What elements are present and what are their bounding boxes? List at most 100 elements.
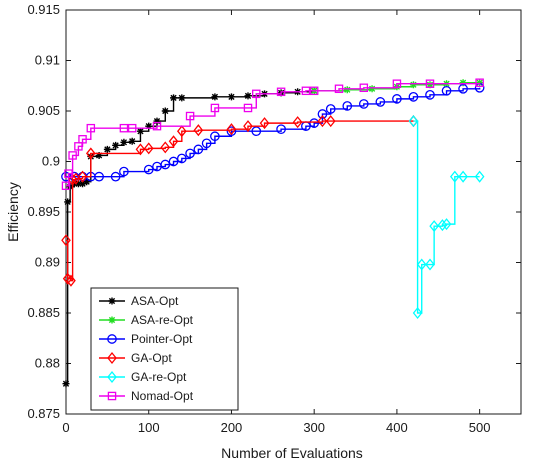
data-point-ga-opt [168,135,179,148]
data-point-asa-opt [145,122,153,130]
data-point-ga-re-opt [412,306,423,320]
data-point-pointer-opt [358,99,369,109]
data-point-nomad-opt [475,78,484,87]
data-point-asa-opt [244,92,252,100]
data-point-asa-opt [79,180,87,188]
data-point-ga-re-opt [416,258,427,271]
legend-item-nomad-opt: Nomad-Opt [99,389,194,403]
data-point-pointer-opt [309,118,320,128]
data-point-nomad-opt [185,111,195,121]
data-point-ga-re-opt [441,218,452,231]
data-point-ga-re-opt [437,219,448,232]
data-point-pointer-opt [408,92,419,102]
data-point-pointer-opt [143,164,154,175]
data-point-asa-opt [211,93,219,101]
data-point-ga-re-opt [425,258,435,271]
data-point-ga-opt [61,234,71,247]
data-point-asa-opt [74,180,82,188]
series-layer [61,78,485,388]
data-point-ga-opt [66,274,76,287]
legend-marker [107,391,117,401]
y-tick-label: 0.905 [27,103,60,118]
data-point-nomad-opt [276,87,286,97]
data-point-nomad-opt [392,79,402,88]
data-point-nomad-opt [61,181,71,190]
data-point-pointer-opt [317,109,328,119]
data-point-asa-opt [161,107,169,115]
data-point-asa-re-opt [426,81,434,89]
data-point-ga-re-opt [429,220,439,233]
data-point-pointer-opt [226,126,237,137]
data-point-nomad-opt [119,123,129,133]
legend: ASA-Opt ASA-re-Opt Pointer-Opt GA-Opt GA-re-… [90,287,239,411]
legend-item-ga-re-opt: GA-re-Opt [99,370,187,384]
series-nomad-opt [61,78,484,190]
legend-box [90,287,239,411]
data-point-nomad-opt [86,123,96,133]
data-point-ga-opt [176,125,187,138]
data-point-asa-opt [170,94,178,102]
axis-ticks: 0 100 200 300 400 500 0.875 0.88 0.885 0.89 0.895 0… [27,2,521,435]
series-pointer-opt [61,82,485,182]
legend-marker [108,316,116,324]
y-tick-label: 0.88 [35,356,60,371]
data-point-ga-opt [317,115,328,128]
series-asa-opt [62,87,318,388]
data-point-asa-re-opt [409,81,417,89]
data-point-asa-opt [128,137,136,145]
data-point-pointer-opt [160,159,171,170]
data-point-pointer-opt [458,83,468,94]
data-point-pointer-opt [110,171,121,182]
data-point-nomad-opt [68,151,77,160]
x-tick-label: 200 [221,420,243,435]
legend-marker [107,370,117,384]
legend-marker [107,334,117,344]
data-point-asa-re-opt [459,79,467,87]
y-tick-label: 0.885 [27,305,60,320]
x-tick-label: 500 [469,420,491,435]
legend-item-ga-opt: GA-Opt [99,351,172,365]
data-point-nomad-opt [301,86,311,96]
y-tick-label: 0.89 [35,255,60,270]
data-point-pointer-opt [119,166,129,177]
x-tick-label: 0 [62,420,69,435]
data-point-pointer-opt [185,148,195,159]
data-point-ga-opt [67,173,78,186]
data-point-asa-opt [153,117,161,125]
data-point-nomad-opt [334,84,344,94]
x-axis-label: Number of Evaluations [221,445,363,461]
data-point-pointer-opt [193,144,204,155]
data-point-ga-opt [243,120,253,133]
data-point-ga-re-opt [474,170,485,183]
legend-marker [108,297,116,305]
data-point-asa-opt [112,141,120,149]
data-point-asa-re-opt [368,85,376,93]
x-tick-label: 300 [303,420,325,435]
legend-item-asa-opt: ASA-Opt [99,294,179,308]
legend-label: Pointer-Opt [131,332,193,346]
legend-label: GA-Opt [131,351,172,365]
data-point-nomad-opt [210,103,220,113]
legend-label: ASA-Opt [131,294,179,308]
y-axis-label: Efficiency [5,182,21,242]
data-point-nomad-opt [425,79,435,88]
data-point-ga-re-opt [458,170,468,183]
data-point-asa-opt [83,178,91,186]
x-tick-label: 100 [138,420,160,435]
legend-marker [107,351,117,365]
data-point-ga-opt [226,123,237,136]
data-point-nomad-opt [243,103,253,113]
data-point-nomad-opt [309,86,319,96]
y-tick-label: 0.915 [27,2,60,17]
data-point-pointer-opt [276,124,286,135]
data-point-pointer-opt [425,89,435,100]
y-tick-label: 0.91 [35,53,60,68]
data-point-ga-opt [143,142,154,155]
data-point-pointer-opt [210,131,220,142]
data-point-nomad-opt [64,169,73,178]
data-point-pointer-opt [201,138,212,149]
y-tick-label: 0.875 [27,406,60,421]
data-point-asa-opt [64,198,72,206]
data-point-nomad-opt [78,135,87,144]
